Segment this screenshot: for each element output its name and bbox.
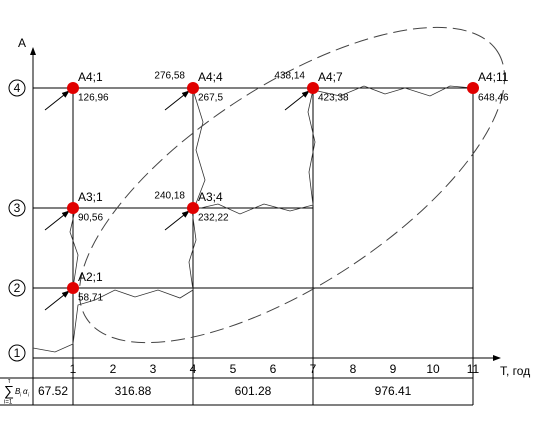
level-marker [8, 279, 26, 297]
region [78, 26, 506, 344]
formula-term: α [23, 387, 28, 396]
node-value: 90,56 [78, 213, 103, 224]
formula-sub: i [20, 392, 22, 398]
node [307, 82, 319, 94]
table-cell: 67.52 [38, 384, 68, 398]
arrow [44, 290, 70, 311]
x-tick-label: 6 [270, 362, 277, 376]
node-label: A3;1 [78, 190, 103, 204]
grid [33, 87, 474, 405]
x-tick-label: 8 [350, 362, 357, 376]
formula-sub: i [28, 392, 30, 398]
level-label: 1 [14, 346, 21, 360]
x-tick-label: 11 [467, 362, 480, 376]
arrow [44, 90, 70, 111]
trajectory [192, 89, 206, 207]
level-label: 3 [14, 201, 21, 215]
x-tick-label: 1 [70, 362, 77, 376]
node [187, 82, 199, 94]
node-value: 267,5 [198, 93, 223, 104]
x-tick-label: 4 [190, 362, 197, 376]
x-tick-label: 9 [390, 362, 397, 376]
node-value: 126,96 [78, 93, 109, 104]
x-tick-label: 3 [150, 362, 157, 376]
x-axis-label: T, год [500, 364, 530, 378]
x-tick-label: 2 [110, 362, 117, 376]
arrow [284, 90, 310, 111]
trajectory [69, 209, 79, 289]
level-marker [8, 344, 26, 362]
level-label: 4 [14, 81, 21, 95]
node-label: A4;7 [318, 70, 343, 84]
node-label: A4;11 [478, 70, 509, 84]
x-tick-label: 10 [426, 362, 440, 376]
node-label: A4;1 [78, 70, 103, 84]
node-value: 648,46 [478, 93, 509, 104]
formula-upper: τ [8, 379, 11, 385]
x-tick-label: 5 [230, 362, 237, 376]
y-axis-label: A [18, 36, 26, 50]
node-left-value: 438,14 [274, 71, 305, 82]
node-value: 423,38 [318, 93, 349, 104]
arrow [164, 210, 190, 231]
arrow [164, 90, 190, 111]
node [467, 82, 479, 94]
level-marker [8, 199, 26, 217]
table-cell: 601.28 [235, 384, 272, 398]
x-tick-label: 7 [310, 362, 317, 376]
node-value: 58,71 [78, 293, 103, 304]
table-cell: 316.88 [115, 384, 152, 398]
level-label: 2 [14, 281, 21, 295]
node-left-value: 276,58 [154, 71, 185, 82]
node [67, 82, 79, 94]
table-grid [0, 377, 473, 406]
node-label: A4;4 [198, 70, 223, 84]
arrow [44, 210, 70, 231]
node [187, 202, 199, 214]
formula-lower: i=1 [4, 400, 13, 406]
table-cell: 976.41 [375, 384, 412, 398]
trajectory [32, 85, 474, 353]
node-left-value: 240,18 [154, 191, 185, 202]
node-value: 232,22 [198, 213, 229, 224]
formula-sum: ∑ [4, 383, 14, 399]
node [67, 202, 79, 214]
node [67, 282, 79, 294]
node-label: A3;4 [198, 190, 223, 204]
level-marker [8, 79, 26, 97]
node-label: A2;1 [78, 270, 103, 284]
formula-term: B [15, 387, 21, 396]
